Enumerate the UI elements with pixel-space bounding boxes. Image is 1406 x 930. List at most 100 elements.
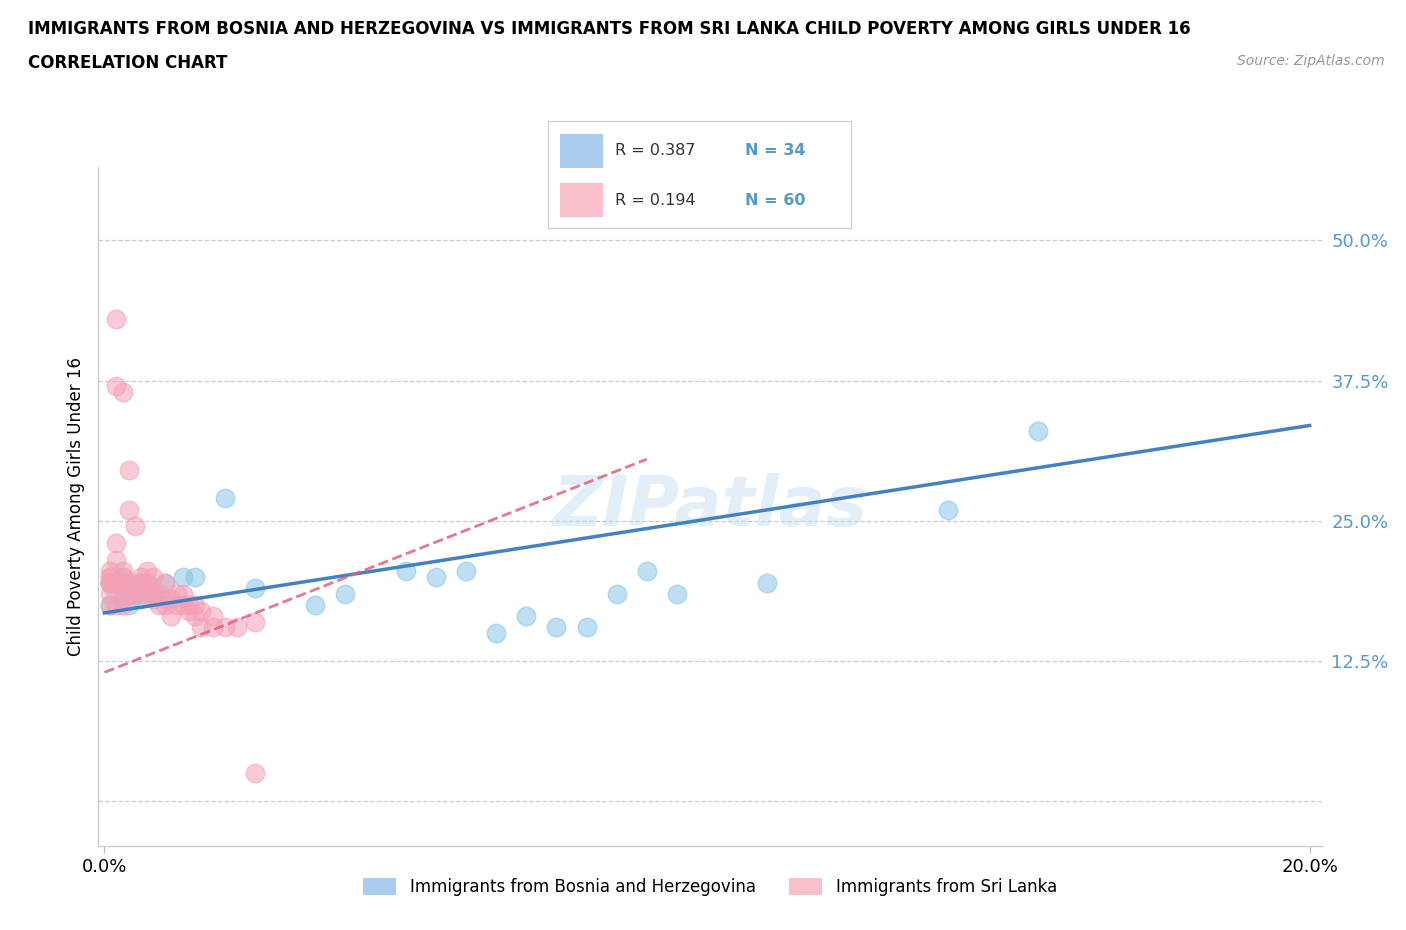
Point bbox=[201, 609, 224, 624]
Point bbox=[100, 598, 122, 613]
Point bbox=[142, 569, 165, 584]
Point bbox=[105, 536, 128, 551]
Point bbox=[153, 592, 176, 607]
Point bbox=[243, 766, 266, 781]
Point bbox=[177, 604, 200, 618]
FancyBboxPatch shape bbox=[561, 134, 603, 168]
Point bbox=[111, 569, 134, 584]
Point bbox=[201, 620, 224, 635]
Point bbox=[124, 519, 146, 534]
Point bbox=[575, 620, 598, 635]
Point bbox=[100, 575, 122, 590]
Point bbox=[105, 598, 128, 613]
Text: R = 0.387: R = 0.387 bbox=[614, 143, 696, 158]
Point bbox=[124, 580, 146, 595]
Point bbox=[243, 580, 266, 595]
Point bbox=[936, 502, 959, 517]
Point bbox=[135, 564, 157, 578]
Point bbox=[100, 575, 122, 590]
Point bbox=[129, 575, 152, 590]
Point bbox=[111, 384, 134, 399]
Point bbox=[636, 564, 658, 578]
Point bbox=[117, 502, 139, 517]
Point bbox=[105, 552, 128, 567]
Point bbox=[665, 587, 688, 602]
Point bbox=[100, 569, 122, 584]
Point bbox=[184, 609, 207, 624]
Point bbox=[100, 575, 122, 590]
Text: ZIPatlas: ZIPatlas bbox=[553, 473, 868, 540]
Point bbox=[105, 575, 128, 590]
Point bbox=[117, 575, 139, 590]
Point bbox=[172, 587, 194, 602]
Point bbox=[135, 575, 157, 590]
Text: N = 60: N = 60 bbox=[745, 193, 806, 207]
Point bbox=[111, 592, 134, 607]
Text: R = 0.194: R = 0.194 bbox=[614, 193, 696, 207]
Point bbox=[111, 575, 134, 590]
Point bbox=[129, 569, 152, 584]
Point bbox=[184, 569, 207, 584]
Text: N = 34: N = 34 bbox=[745, 143, 806, 158]
FancyBboxPatch shape bbox=[561, 183, 603, 218]
Y-axis label: Child Poverty Among Girls Under 16: Child Poverty Among Girls Under 16 bbox=[66, 357, 84, 657]
Point bbox=[395, 564, 418, 578]
Text: CORRELATION CHART: CORRELATION CHART bbox=[28, 54, 228, 72]
Point bbox=[100, 598, 122, 613]
Point bbox=[153, 598, 176, 613]
Point bbox=[159, 592, 181, 607]
Point bbox=[454, 564, 477, 578]
Point bbox=[100, 569, 122, 584]
Point bbox=[172, 598, 194, 613]
Point bbox=[135, 580, 157, 595]
Text: IMMIGRANTS FROM BOSNIA AND HERZEGOVINA VS IMMIGRANTS FROM SRI LANKA CHILD POVERT: IMMIGRANTS FROM BOSNIA AND HERZEGOVINA V… bbox=[28, 20, 1191, 38]
Point bbox=[1028, 424, 1050, 439]
Point bbox=[425, 569, 447, 584]
Point bbox=[111, 569, 134, 584]
Point bbox=[111, 564, 134, 578]
Point bbox=[515, 609, 537, 624]
Text: Source: ZipAtlas.com: Source: ZipAtlas.com bbox=[1237, 54, 1385, 68]
Point bbox=[117, 587, 139, 602]
Point bbox=[159, 609, 181, 624]
Point bbox=[105, 587, 128, 602]
Point bbox=[153, 575, 176, 590]
Point bbox=[124, 575, 146, 590]
Point bbox=[105, 312, 128, 326]
Point bbox=[100, 564, 122, 578]
Legend: Immigrants from Bosnia and Herzegovina, Immigrants from Sri Lanka: Immigrants from Bosnia and Herzegovina, … bbox=[356, 871, 1064, 902]
Point bbox=[172, 569, 194, 584]
Point bbox=[546, 620, 568, 635]
Point bbox=[485, 626, 508, 641]
Point bbox=[111, 575, 134, 590]
Point bbox=[100, 575, 122, 590]
Point bbox=[129, 575, 152, 590]
Point bbox=[166, 587, 188, 602]
Point bbox=[304, 598, 326, 613]
Point bbox=[214, 491, 236, 506]
Point bbox=[184, 598, 207, 613]
Point bbox=[606, 587, 628, 602]
Point bbox=[142, 587, 165, 602]
Point bbox=[177, 598, 200, 613]
Point bbox=[117, 587, 139, 602]
Point bbox=[190, 604, 212, 618]
Point bbox=[117, 463, 139, 478]
Point bbox=[111, 598, 134, 613]
Point bbox=[142, 587, 165, 602]
Point bbox=[105, 575, 128, 590]
Point bbox=[117, 598, 139, 613]
Point bbox=[129, 592, 152, 607]
Point bbox=[124, 587, 146, 602]
Point bbox=[153, 575, 176, 590]
Point bbox=[105, 575, 128, 590]
Point bbox=[129, 587, 152, 602]
Point bbox=[243, 615, 266, 630]
Point bbox=[105, 379, 128, 393]
Point bbox=[100, 587, 122, 602]
Point bbox=[124, 587, 146, 602]
Point bbox=[166, 598, 188, 613]
Point bbox=[148, 598, 170, 613]
Point bbox=[335, 587, 357, 602]
Point bbox=[756, 575, 779, 590]
